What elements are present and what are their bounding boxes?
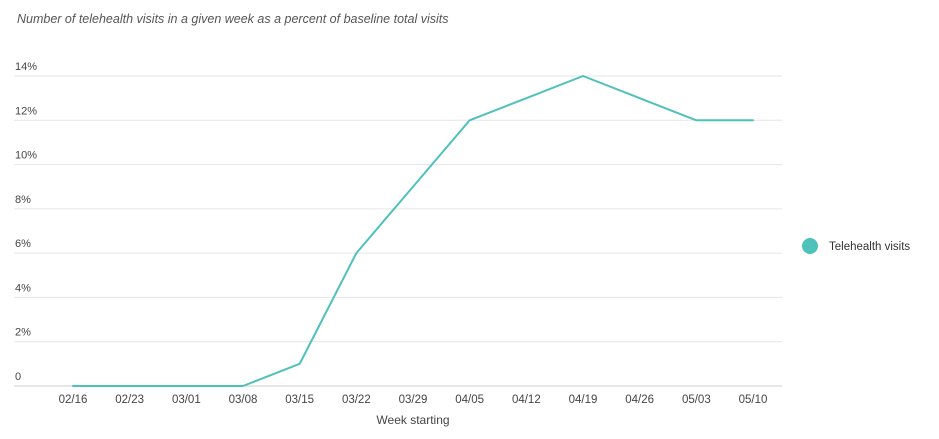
y-tick-label: 2% [15, 327, 31, 339]
y-tick-label: 8% [15, 194, 31, 206]
x-tick-label: 04/26 [625, 394, 654, 406]
legend-label-telehealth: Telehealth visits [829, 241, 910, 253]
x-tick-label: 04/19 [569, 394, 598, 406]
x-tick-label: 02/23 [115, 394, 144, 406]
x-tick-label: 05/10 [739, 394, 768, 406]
x-tick-label: 03/22 [342, 394, 371, 406]
legend-swatch [802, 238, 818, 254]
legend: Telehealth visits [802, 238, 910, 254]
x-tick-label: 04/05 [455, 394, 484, 406]
y-tick-label: 14% [15, 61, 37, 73]
x-tick-label: 02/16 [59, 394, 88, 406]
y-tick-label: 4% [15, 282, 31, 294]
x-tick-label: 03/08 [229, 394, 258, 406]
gridlines [14, 75, 782, 387]
y-tick-label: 12% [15, 105, 37, 117]
x-tick-label: 05/03 [682, 394, 711, 406]
x-tick-label: 03/15 [285, 394, 314, 406]
x-tick-label: 03/29 [399, 394, 428, 406]
x-axis-title: Week starting [376, 413, 449, 427]
y-tick-label: 0 [15, 371, 21, 383]
chart-subtitle: Number of telehealth visits in a given w… [17, 12, 449, 26]
series-lines [72, 75, 754, 387]
x-tick-label: 03/01 [172, 394, 201, 406]
y-tick-label: 6% [15, 238, 31, 250]
y-axis-ticks: 0 2% 4% 6% 8% 10% 12% 14% [15, 61, 37, 383]
x-axis-ticks: 02/16 02/23 03/01 03/08 03/15 03/22 03/29 04/05… [59, 394, 768, 406]
y-tick-label: 10% [15, 150, 37, 162]
x-tick-label: 04/12 [512, 394, 541, 406]
series-line-telehealth [72, 75, 754, 387]
